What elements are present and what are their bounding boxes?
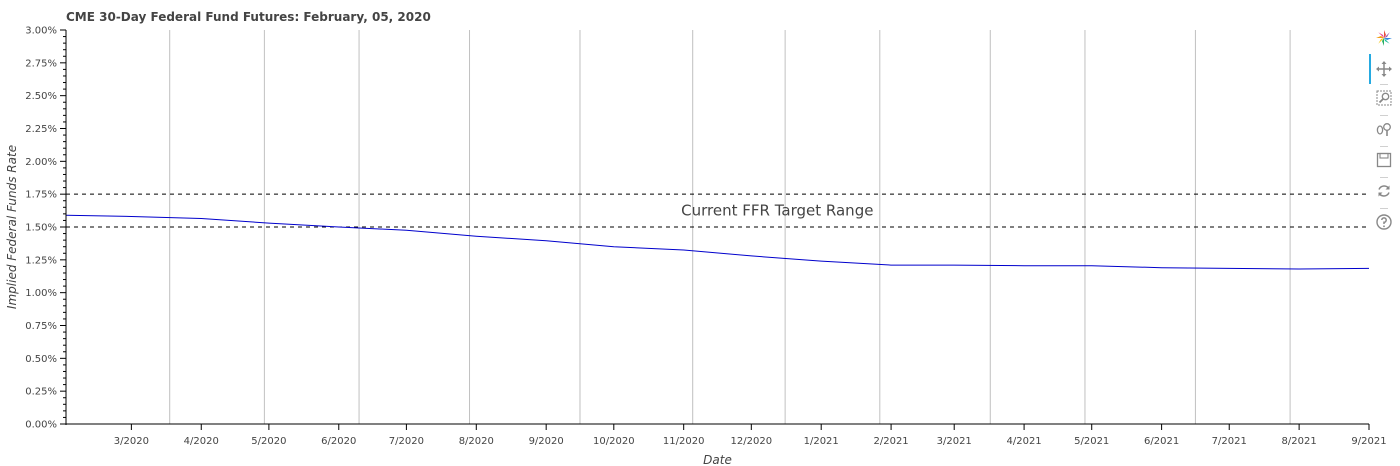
y-tick-label: 1.25% [25,255,57,266]
x-tick-label: 3/2021 [937,436,972,447]
save-icon[interactable] [1376,152,1392,168]
x-tick-label: 3/2020 [114,436,149,447]
x-tick-label: 5/2021 [1074,436,1109,447]
x-axis-label: Date [703,453,732,466]
x-tick-label: 1/2021 [804,436,839,447]
box-zoom-icon[interactable] [1376,90,1392,106]
x-tick-label: 10/2020 [593,436,635,447]
target-range-lines [66,193,1369,228]
y-tick-label: 2.75% [25,58,57,69]
y-tick-label: 0.50% [25,354,57,365]
x-tick-label: 7/2021 [1212,436,1247,447]
x-tick-label: 9/2020 [529,436,564,447]
x-tick-label: 11/2020 [663,436,705,447]
y-tick-label: 1.50% [25,223,57,234]
y-tick-label: 3.00% [25,26,57,37]
x-tick-label: 9/2021 [1351,436,1386,447]
x-tick-label: 4/2021 [1006,436,1041,447]
bokeh-logo-icon[interactable] [1376,30,1392,46]
x-tick-label: 7/2020 [389,436,424,447]
y-tick-label: 0.25% [25,387,57,398]
x-tick-label: 2/2021 [873,436,908,447]
y-tick-label: 2.50% [25,91,57,102]
x-tick-label: 12/2020 [731,436,773,447]
active-tool-indicator [1369,54,1371,84]
y-axis-label: Implied Federal Funds Rate [5,145,19,309]
toolbar-divider [1380,208,1388,209]
toolbar-divider [1380,146,1388,147]
toolbar-divider [1380,84,1388,85]
x-tick-label: 8/2020 [459,436,494,447]
y-tick-label: 1.00% [25,288,57,299]
chart-texts: 0.00% 0.25% 0.50% 0.75% 1.00% 1.25% 1.50% 1.75%… [5,10,1387,466]
y-tick-label: 2.25% [25,124,57,135]
help-icon[interactable] [1376,214,1392,230]
toolbar-divider [1380,177,1388,178]
x-tick-label: 4/2020 [184,436,219,447]
series-line [65,214,1370,270]
x-tick-label: 8/2021 [1282,436,1317,447]
x-tick-label: 5/2020 [251,436,286,447]
x-tick-label: 6/2020 [321,436,356,447]
pan-icon[interactable] [1376,61,1392,77]
series [65,214,1370,270]
toolbar [1368,26,1400,266]
x-tick-label: 6/2021 [1144,436,1179,447]
y-tick-label: 2.00% [25,157,57,168]
axes [60,29,1370,430]
wheel-zoom-icon[interactable] [1376,121,1392,137]
target-range-annotation: Current FFR Target Range [681,202,873,220]
y-tick-label: 0.75% [25,321,57,332]
y-tick-label: 0.00% [25,420,57,431]
toolbar-divider [1380,115,1388,116]
y-tick-label: 1.75% [25,190,57,201]
chart-title: CME 30-Day Federal Fund Futures: Februar… [66,10,431,24]
reset-icon[interactable] [1376,183,1392,199]
